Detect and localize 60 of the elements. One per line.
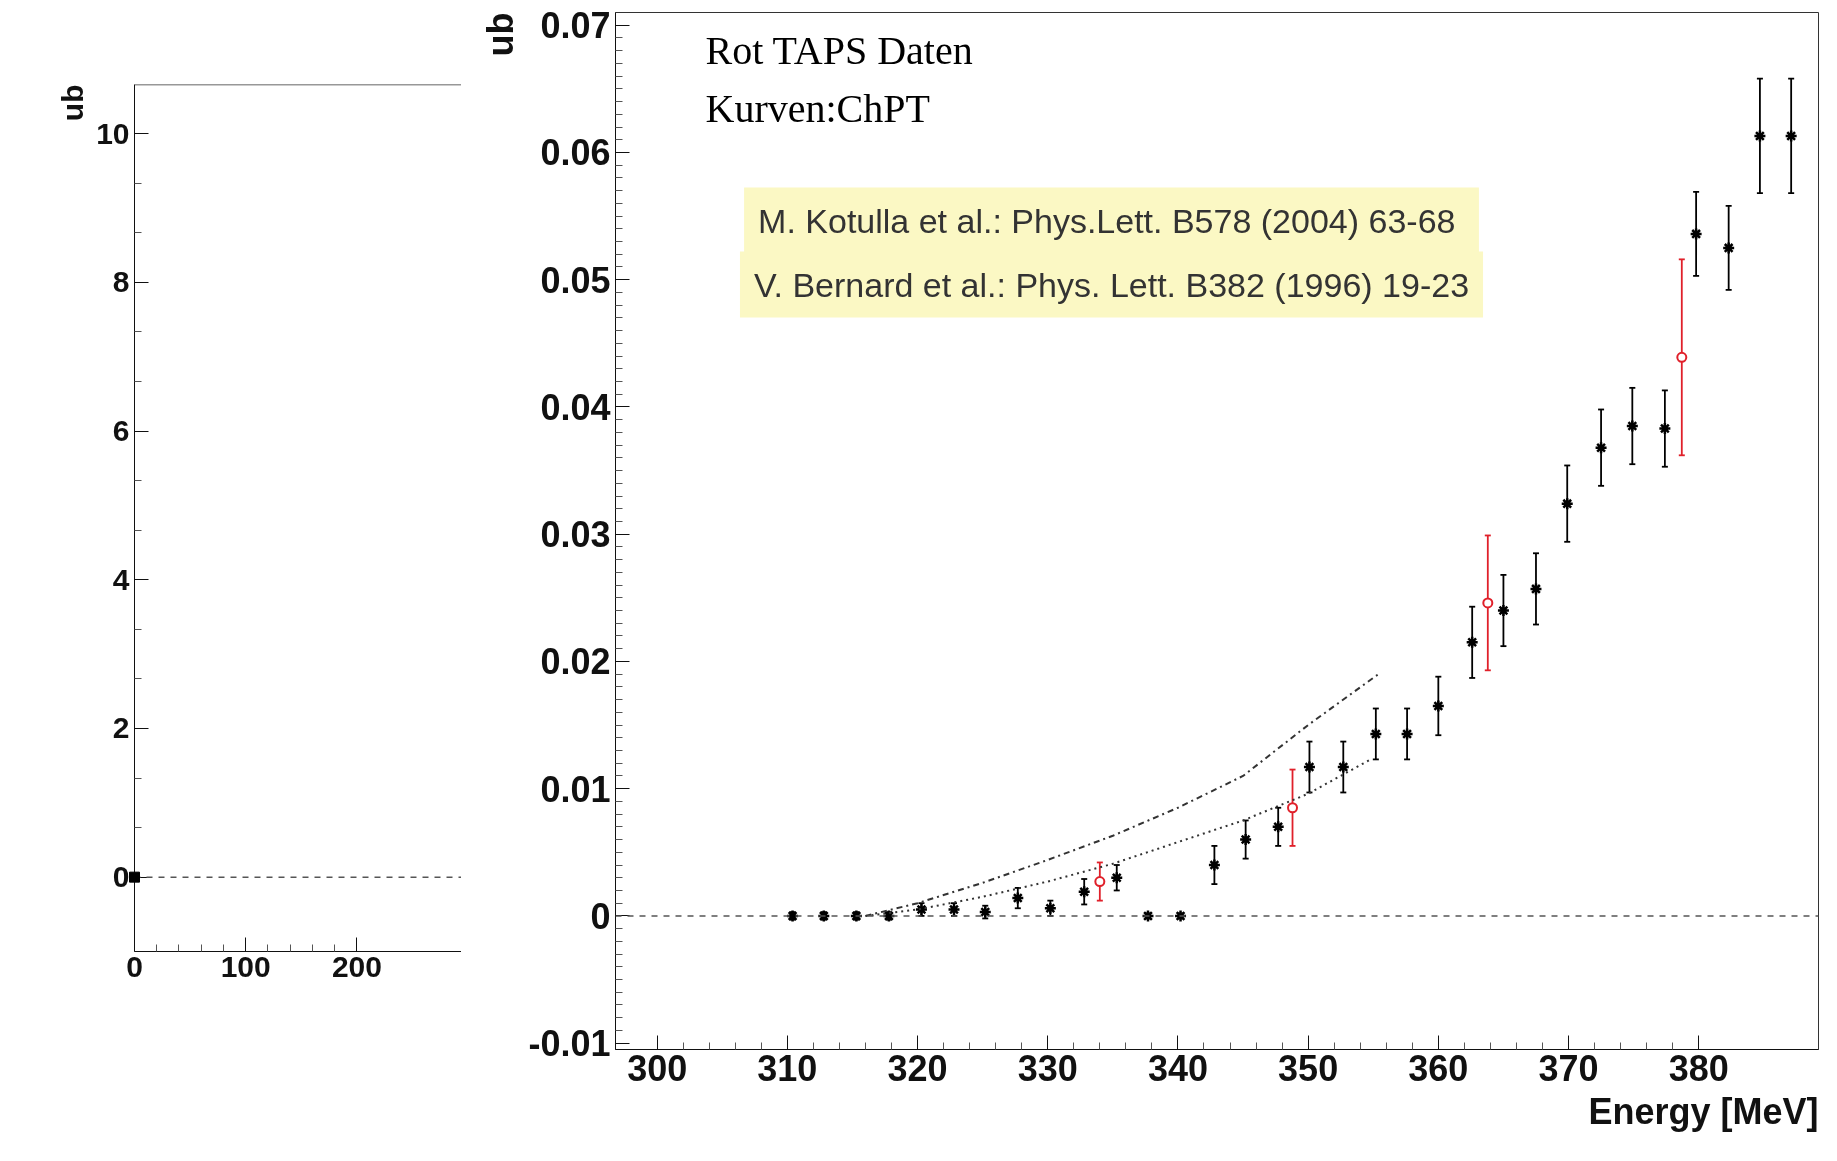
point — [1011, 891, 1025, 905]
x-tick-label: 360 — [1408, 1047, 1469, 1089]
point — [1238, 832, 1253, 847]
point — [1110, 870, 1124, 885]
point — [1689, 227, 1703, 241]
y-tick-label: 2 — [112, 711, 130, 745]
y-tick-label: 0.03 — [540, 514, 611, 556]
point — [1287, 802, 1299, 814]
y-tick-label: 4 — [112, 562, 130, 596]
annotation: V. Bernard et al.: Phys. Lett. B382 (1996) 19-23 — [753, 265, 1470, 304]
y-axis-title: ub — [479, 12, 521, 57]
y-tick-label: 0 — [590, 895, 611, 937]
point — [1529, 582, 1543, 596]
y-tick-label: 0.06 — [540, 132, 611, 174]
y-tick-label: 0.04 — [540, 386, 611, 428]
point — [1658, 421, 1672, 436]
point — [1043, 901, 1058, 916]
x-tick-label: 340 — [1147, 1047, 1208, 1089]
x-tick-label: 200 — [331, 949, 382, 983]
x-tick-label: 100 — [220, 949, 271, 983]
y-tick-label: 10 — [96, 116, 130, 150]
point — [1676, 351, 1688, 363]
point — [1721, 241, 1736, 255]
y-axis-title: ub — [55, 84, 89, 122]
annotation: Kurven:ChPT — [705, 85, 930, 131]
y-tick-label: 8 — [112, 265, 130, 299]
point — [1482, 597, 1494, 609]
point — [1077, 884, 1091, 899]
point — [1207, 858, 1222, 872]
y-tick-label: 0.05 — [540, 259, 611, 301]
y-tick-label: 6 — [112, 414, 130, 447]
point — [1625, 419, 1640, 433]
y-tick-label: 0.02 — [540, 641, 611, 683]
x-tick-label: 370 — [1538, 1047, 1599, 1089]
x-tick-label: 310 — [757, 1047, 818, 1089]
x-tick-label: 330 — [1017, 1047, 1078, 1089]
point — [1496, 603, 1511, 618]
annotation: Rot TAPS Daten — [705, 27, 973, 73]
point — [1753, 129, 1767, 143]
point — [1560, 496, 1574, 511]
x-tick-label: 380 — [1668, 1047, 1729, 1089]
annotation: M. Kotulla et al.: Phys.Lett. B578 (2004) 63-68 — [758, 201, 1456, 240]
point — [1094, 876, 1106, 888]
y-tick-label: 0.07 — [540, 5, 611, 47]
point — [1431, 699, 1446, 713]
point — [1302, 760, 1317, 774]
point — [1271, 820, 1285, 834]
point — [1336, 760, 1351, 774]
x-tick-label: 300 — [627, 1047, 688, 1089]
point — [1369, 727, 1383, 741]
point — [1465, 635, 1479, 650]
point — [1594, 440, 1608, 455]
y-tick-label: -0.01 — [528, 1023, 611, 1065]
point — [1400, 727, 1414, 741]
y-tick-label: 0 — [112, 860, 130, 894]
x-axis-title: Energy [MeV] — [1588, 1090, 1819, 1132]
x-tick-label: 320 — [887, 1047, 948, 1089]
y-tick-label: 0.01 — [540, 768, 611, 810]
x-tick-label: 350 — [1278, 1047, 1339, 1089]
point — [1784, 129, 1798, 143]
